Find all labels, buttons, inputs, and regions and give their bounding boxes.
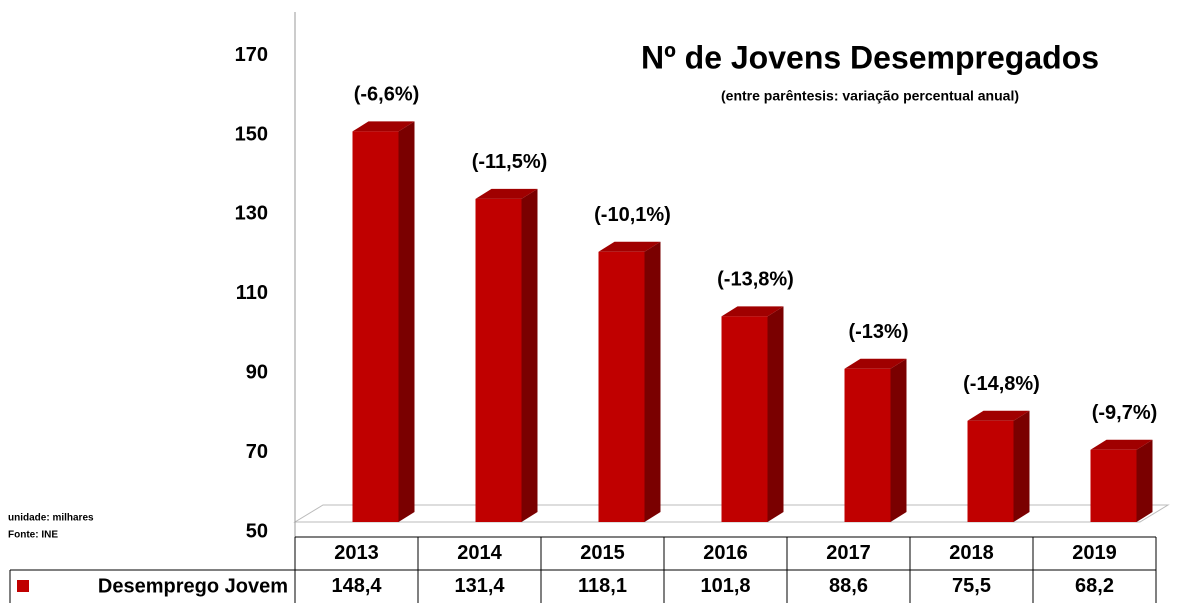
bar-face (352, 121, 415, 132)
bar-face (967, 420, 1014, 522)
bar-face (521, 188, 538, 523)
bar-face (967, 410, 1030, 421)
bar-face (890, 358, 907, 522)
y-tick-label: 110 (236, 282, 268, 304)
bar-face (475, 188, 538, 199)
bar (1090, 439, 1153, 522)
bar-face (1090, 449, 1137, 522)
y-tick-label: 170 (235, 44, 268, 66)
annotation: (-9,7%) (1092, 402, 1158, 424)
annotation: (-13,8%) (717, 269, 794, 291)
y-tick-label: 150 (235, 123, 268, 145)
annotation: (-10,1%) (594, 204, 671, 226)
bar (721, 306, 784, 522)
bar (598, 241, 661, 523)
chart-title: Nº de Jovens Desempregados (641, 39, 1099, 75)
note: Fonte: INE (8, 530, 58, 541)
y-tick-label: 70 (246, 441, 268, 463)
bar-face (598, 251, 645, 523)
bar-face (1013, 410, 1030, 522)
annotation: (-14,8%) (963, 373, 1040, 395)
legend-label: Desemprego Jovem (98, 575, 288, 597)
bar-face (598, 241, 661, 252)
bar-face (721, 306, 784, 317)
note: unidade: milhares (8, 513, 94, 524)
bar-face (767, 306, 784, 522)
table-value: 101,8 (700, 575, 750, 597)
x-tick-label: 2019 (1072, 542, 1117, 564)
y-tick-label: 90 (246, 362, 268, 384)
table-value: 75,5 (952, 575, 991, 597)
bar-face (352, 131, 399, 523)
table-value: 68,2 (1075, 575, 1114, 597)
bar (475, 188, 538, 523)
y-tick-label: 50 (246, 520, 268, 542)
bar-face (475, 198, 522, 523)
table-value: 88,6 (829, 575, 868, 597)
annotation: (-13%) (848, 321, 908, 343)
x-tick-label: 2014 (457, 542, 502, 564)
annotation: (-11,5%) (472, 151, 548, 173)
x-tick-label: 2016 (703, 542, 748, 564)
bar-face (844, 368, 891, 522)
bar-face (721, 316, 768, 522)
x-tick-label: 2018 (949, 542, 994, 564)
x-tick-label: 2015 (580, 542, 625, 564)
table-value: 118,1 (578, 575, 627, 597)
x-tick-label: 2017 (826, 542, 871, 564)
bar-face (1090, 439, 1153, 450)
bar (967, 410, 1030, 522)
bar (844, 358, 907, 522)
y-tick-label: 130 (235, 203, 268, 225)
annotation: (-6,6%) (354, 84, 420, 106)
table-value: 131,4 (454, 575, 505, 597)
bar-face (398, 121, 415, 523)
x-tick-label: 2013 (334, 542, 379, 564)
bar (352, 121, 415, 523)
legend-swatch (17, 580, 29, 592)
bar-face (844, 358, 907, 369)
chart-subtitle: (entre parêntesis: variação percentual a… (721, 88, 1019, 104)
bar-face (644, 241, 661, 523)
bar-face (1136, 439, 1153, 522)
table-value: 148,4 (331, 575, 382, 597)
